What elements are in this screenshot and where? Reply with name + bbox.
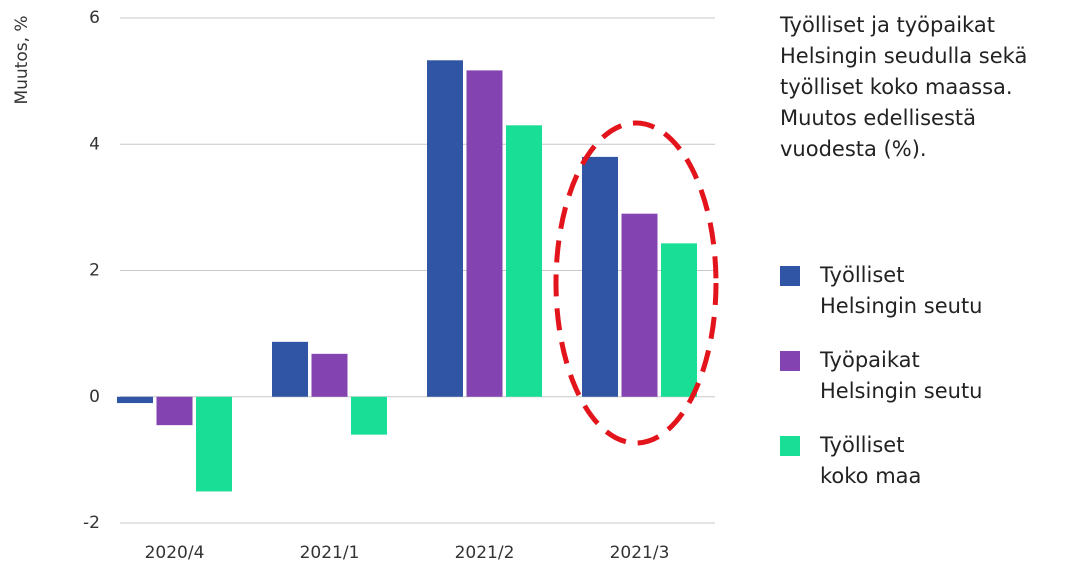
bar <box>621 213 658 397</box>
bar <box>272 341 308 397</box>
bar <box>351 396 387 435</box>
y-axis-label: Muutos, % <box>12 15 32 104</box>
bar <box>311 353 348 397</box>
y-tick-label: 4 <box>89 134 100 154</box>
chart-title: Työlliset ja työpaikat Helsingin seudull… <box>780 13 1028 161</box>
legend-label: Työpaikat Helsingin seutu <box>820 348 983 403</box>
bar <box>466 70 503 397</box>
bar <box>196 396 232 492</box>
bar <box>582 156 618 397</box>
bar <box>156 396 193 426</box>
legend-label: Työlliset koko maa <box>820 433 922 488</box>
y-tick-label: -2 <box>83 513 100 533</box>
bar <box>661 243 697 397</box>
legend-label: Työlliset Helsingin seutu <box>820 263 983 318</box>
y-tick-label: 6 <box>89 8 100 28</box>
x-tick-label: 2020/4 <box>145 543 205 563</box>
y-tick-label: 0 <box>89 387 100 407</box>
bar <box>427 60 463 397</box>
legend-swatch <box>780 266 800 286</box>
plot: -2 0 2 4 6 2020/4 2021/1 2021/2 2021/3 <box>83 8 715 563</box>
y-tick-label: 2 <box>89 261 100 281</box>
highlight-ellipse <box>553 120 719 446</box>
legend-swatch <box>780 436 800 456</box>
bar <box>506 125 542 397</box>
x-tick-label: 2021/2 <box>455 543 515 563</box>
bar <box>117 396 153 404</box>
legend-swatch <box>780 351 800 371</box>
x-tick-label: 2021/3 <box>610 543 670 563</box>
x-tick-label: 2021/1 <box>300 543 360 563</box>
